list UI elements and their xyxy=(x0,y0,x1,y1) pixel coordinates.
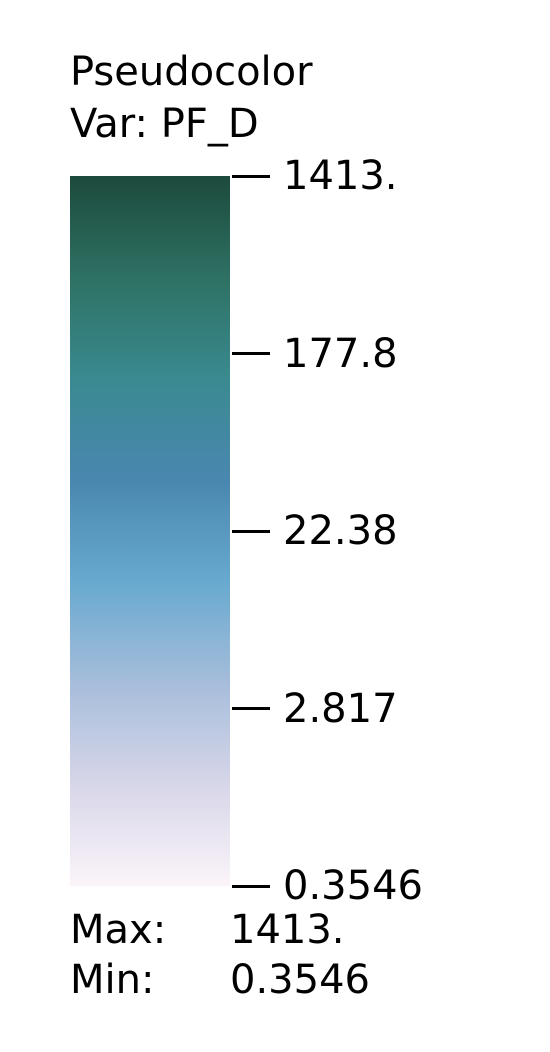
tick-label: 2.817 xyxy=(283,685,398,732)
tick-label: 1413. xyxy=(283,153,398,199)
min-value: 0.3546 xyxy=(230,957,370,1003)
min-summary: Min: 0.3546 xyxy=(70,958,370,1002)
tick-label: 0.3546 xyxy=(283,863,423,909)
tick-mark xyxy=(232,352,270,356)
tick-mark xyxy=(232,529,270,533)
min-label: Min: xyxy=(70,957,155,1003)
color-gradient-bar xyxy=(70,176,230,886)
legend-title: Pseudocolor xyxy=(70,49,313,95)
max-label: Max: xyxy=(70,907,167,953)
tick-mark xyxy=(232,884,270,888)
tick-mark xyxy=(232,707,270,710)
tick-mark xyxy=(232,174,270,178)
variable-label: Var: PF_D xyxy=(70,101,259,147)
max-summary: Max: 1413. xyxy=(70,908,345,952)
tick-label: 22.38 xyxy=(283,508,398,555)
tick-label: 177.8 xyxy=(283,330,398,377)
max-value: 1413. xyxy=(230,907,345,953)
